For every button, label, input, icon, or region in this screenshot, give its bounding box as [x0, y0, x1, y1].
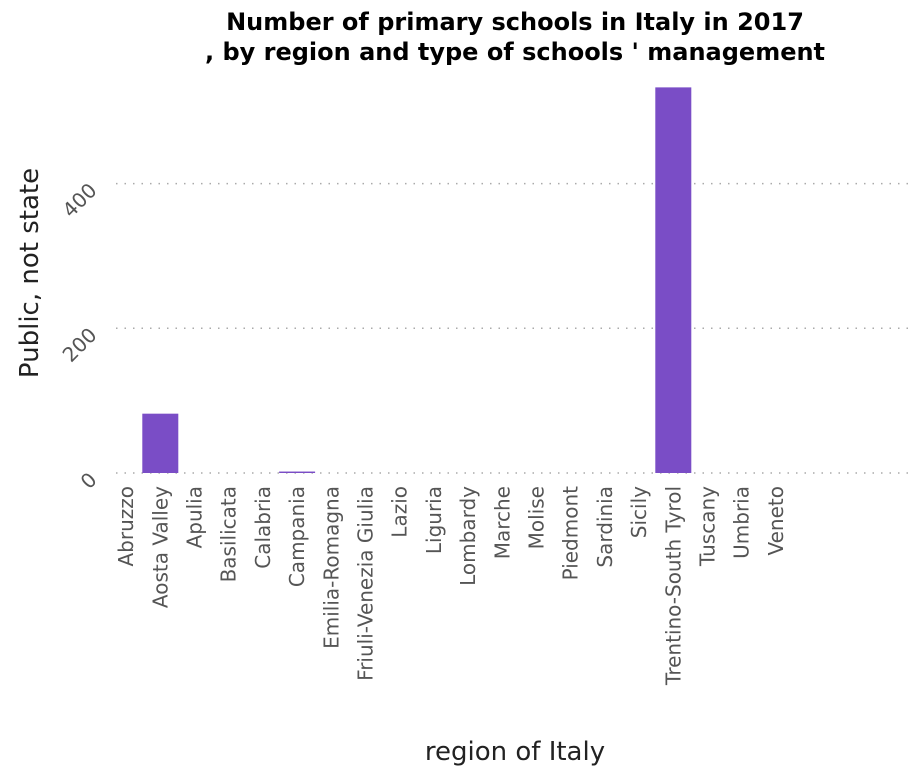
y-axis-label: Public, not state: [15, 168, 45, 378]
x-tick-label: Veneto: [764, 486, 788, 556]
x-tick-label: Calabria: [251, 486, 275, 569]
x-tick-label: Aosta Valley: [148, 486, 172, 608]
bar: [655, 87, 691, 473]
x-tick-label: Piedmont: [559, 486, 583, 581]
x-tick-label: Lombardy: [456, 486, 480, 586]
x-tick-label: Basilicata: [217, 486, 241, 582]
y-axis-ticks: 0 200 400: [58, 178, 102, 493]
y-tick-label: 400: [58, 178, 102, 222]
x-tick-label: Friuli-Venezia Giulia: [354, 486, 378, 681]
chart-title-line-2: , by region and type of schools ' manage…: [205, 38, 825, 66]
x-tick-label: Tuscany: [696, 486, 720, 567]
x-tick-label: Trentino-South Tyrol: [661, 486, 685, 686]
y-tick-label: 200: [58, 323, 102, 367]
chart-title-line-1: Number of primary schools in Italy in 20…: [226, 8, 804, 36]
x-tick-label: Lazio: [388, 486, 412, 538]
x-tick-label: Sardinia: [593, 486, 617, 568]
x-tick-label: Emilia-Romagna: [319, 486, 343, 649]
x-tick-label: Sicily: [627, 486, 651, 538]
y-tick-label: 0: [76, 468, 102, 494]
bars: [142, 87, 691, 473]
x-tick-label: Umbria: [730, 486, 754, 559]
bar: [142, 414, 178, 473]
x-axis-ticks: Abruzzo Aosta Valley Apulia Basilicata Calab…: [114, 486, 788, 686]
x-tick-label: Apulia: [183, 486, 207, 548]
bar: [279, 472, 315, 473]
x-tick-label: Abruzzo: [114, 486, 138, 567]
x-tick-label: Molise: [525, 486, 549, 549]
x-tick-label: Liguria: [422, 486, 446, 554]
x-axis-label: region of Italy: [425, 737, 605, 767]
x-tick-label: Marche: [490, 486, 514, 559]
x-tick-label: Campania: [285, 486, 309, 587]
gridlines: [116, 184, 908, 473]
